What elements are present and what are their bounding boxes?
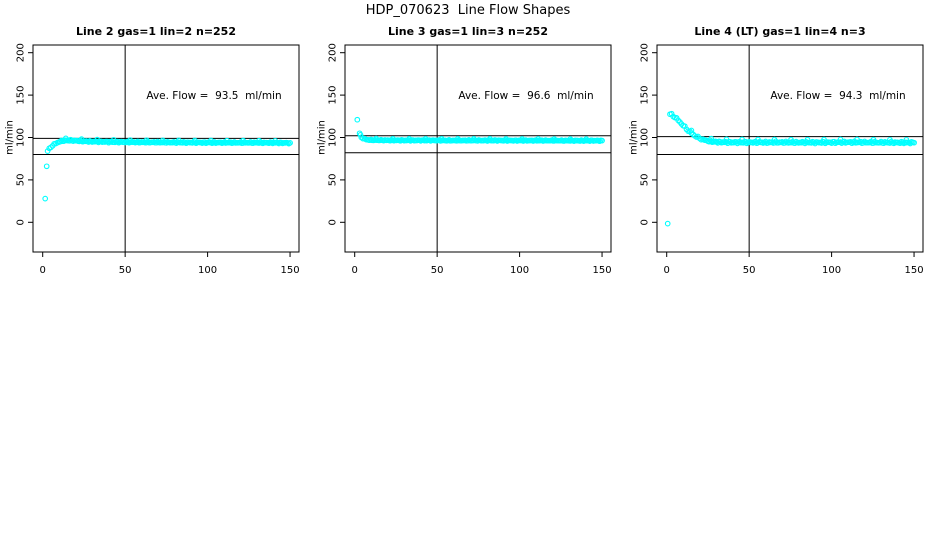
y-tick-label: 0: [640, 219, 651, 225]
y-tick-label: 100: [16, 128, 27, 147]
y-tick-label: 50: [328, 174, 339, 187]
y-tick-label: 0: [328, 219, 339, 225]
outlier-point: [354, 116, 361, 123]
y-tick-label: 100: [328, 128, 339, 147]
ave-flow-annotation: Ave. Flow = 94.3 ml/min: [770, 90, 906, 102]
y-axis-label: ml/min: [5, 120, 16, 155]
data-point: [104, 138, 111, 145]
plot-box: [344, 44, 612, 253]
y-tick-label: 150: [16, 86, 27, 105]
data-point: [596, 138, 603, 145]
flow-panel-line4: Line 4 (LT) gas=1 lin=4 n=3 0 50 100 150 0 50…: [624, 22, 936, 322]
data-point: [360, 135, 366, 142]
data-point: [911, 139, 917, 146]
plot-render-layer: 0 50 100 150 0 50 100 150 200: [328, 43, 612, 276]
y-axis-label: ml/min: [317, 120, 328, 155]
data-point: [599, 137, 605, 144]
y-tick-label: 200: [328, 43, 339, 62]
plot-box: [656, 44, 924, 253]
x-tick-label: 50: [431, 265, 444, 276]
x-tick-label: 50: [743, 265, 756, 276]
plot-area: 0 50 100 150 0 50 100 150 200 ml/min: [5, 43, 300, 276]
data-point: [134, 138, 141, 145]
data-point: [690, 131, 696, 138]
data-point: [887, 140, 893, 146]
panel-title: Line 2 gas=1 lin=2 n=252: [75, 25, 236, 38]
outlier-point: [43, 163, 50, 170]
data-point: [287, 140, 293, 146]
plot-box: [32, 44, 300, 253]
panel-title: Line 4 (LT) gas=1 lin=4 n=3: [694, 25, 866, 38]
chart-title: HDP_070623 Line Flow Shapes: [365, 3, 571, 18]
x-tick-label: 100: [822, 265, 841, 276]
x-tick-label: 100: [510, 265, 529, 276]
x-tick-label: 150: [593, 265, 612, 276]
data-point: [114, 138, 121, 145]
outlier-point: [42, 195, 49, 202]
plot-render-layer: 0 50 100 150 0 50 100 150 200: [16, 43, 300, 276]
ave-flow-annotation: Ave. Flow = 93.5 ml/min: [146, 90, 282, 102]
x-tick-label: 0: [352, 265, 358, 276]
x-tick-label: 0: [664, 265, 670, 276]
y-axis-label: ml/min: [629, 120, 640, 155]
data-point: [44, 148, 51, 154]
y-tick-label: 50: [16, 174, 27, 187]
panel-title: Line 3 gas=1 lin=3 n=252: [387, 25, 548, 38]
y-tick-label: 0: [16, 219, 27, 225]
x-tick-label: 0: [40, 265, 46, 276]
plot-render-layer: 0 50 100 150 0 50 100 150 200: [640, 43, 924, 276]
data-point: [808, 140, 815, 146]
y-tick-label: 200: [640, 43, 651, 62]
data-point: [897, 140, 903, 147]
plot-area: 0 50 100 150 0 50 100 150 200 ml/min: [629, 43, 924, 276]
y-tick-label: 100: [640, 128, 651, 147]
plot-area: 0 50 100 150 0 50 100 150 200 ml/min: [317, 43, 612, 276]
y-tick-label: 150: [640, 86, 651, 105]
x-tick-label: 50: [119, 265, 132, 276]
flow-panel-line3: Line 3 gas=1 lin=3 n=252 0 50 100 150 0 50 100…: [312, 22, 624, 322]
data-point: [876, 139, 883, 146]
x-tick-label: 100: [198, 265, 217, 276]
x-tick-label: 150: [281, 265, 300, 276]
data-point: [837, 139, 844, 145]
data-point: [841, 138, 848, 145]
data-point: [847, 138, 854, 145]
y-tick-label: 150: [328, 86, 339, 105]
y-tick-label: 50: [640, 174, 651, 187]
x-tick-label: 150: [905, 265, 924, 276]
y-tick-label: 200: [16, 43, 27, 62]
flow-panel-line2: Line 2 gas=1 lin=2 n=252 0 50 100 150 0 50 100…: [0, 22, 312, 322]
data-point: [779, 139, 785, 145]
outlier-point: [664, 220, 671, 227]
ave-flow-annotation: Ave. Flow = 96.6 ml/min: [458, 90, 594, 102]
